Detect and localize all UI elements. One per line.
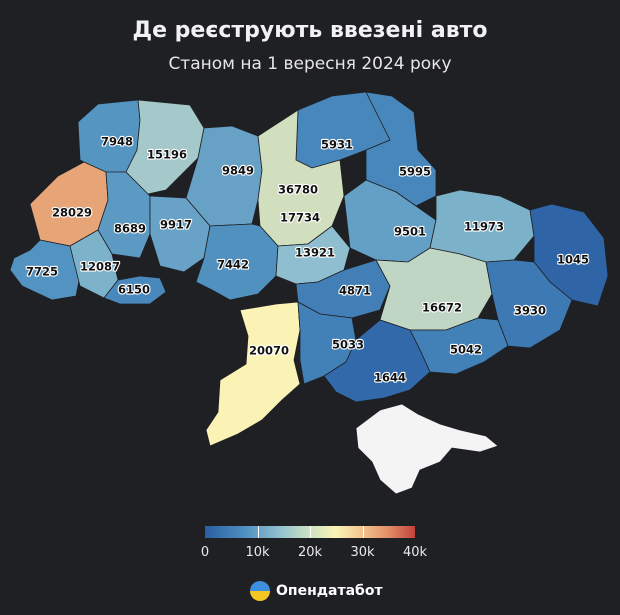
region-value-donetsk: 3930	[514, 304, 546, 318]
brand: Опендатабот	[250, 581, 383, 601]
region-zakarpattia	[9, 239, 81, 301]
region-value-lviv: 28029	[52, 206, 92, 220]
region-value-dnipropetrovsk: 16672	[422, 301, 462, 315]
region-value-chernivtsi: 6150	[118, 283, 150, 297]
region-value-sumy: 5995	[399, 165, 431, 179]
region-donetsk	[485, 259, 573, 349]
region-value-kirovohrad: 4871	[339, 284, 371, 298]
legend-tick	[310, 526, 311, 538]
region-ternopil	[97, 171, 151, 259]
region-value-kyiv-city: 36780	[278, 183, 318, 197]
brand-name: Опендатабот	[276, 583, 383, 599]
region-crimea	[355, 403, 499, 495]
region-value-zhytomyr: 9849	[222, 164, 254, 178]
region-value-odesa: 20070	[249, 344, 289, 358]
legend-tick	[257, 526, 259, 538]
region-value-poltava: 9501	[394, 225, 426, 239]
region-value-ternopil: 8689	[114, 222, 146, 236]
opendatabot-logo-icon	[250, 581, 270, 601]
legend-tick	[362, 526, 364, 538]
region-value-khmelnytskyi: 9917	[160, 218, 192, 232]
region-value-chernihiv: 5931	[321, 138, 353, 152]
region-kherson	[323, 319, 431, 403]
legend-tick-label: 30k	[350, 545, 375, 560]
region-value-ivano-frankivsk: 12087	[80, 260, 120, 274]
region-luhansk	[529, 203, 609, 307]
region-value-kyiv-oblast: 17734	[280, 211, 320, 225]
region-zhytomyr	[185, 125, 263, 227]
legend-tick-label: 20k	[297, 545, 323, 560]
legend-tick-label: 40k	[402, 545, 428, 560]
region-value-vinnytsia: 7442	[217, 258, 249, 272]
region-khmelnytskyi	[149, 195, 211, 273]
region-chernivtsi	[103, 275, 167, 305]
region-odesa	[205, 301, 301, 447]
region-sumy	[365, 91, 437, 207]
map-subtitle: Станом на 1 вересня 2024 року	[168, 54, 452, 74]
region-value-kharkiv: 11973	[464, 220, 504, 234]
region-value-zaporizhzhia: 5042	[450, 343, 482, 357]
region-value-volyn: 7948	[101, 135, 133, 149]
region-dnipropetrovsk	[375, 247, 493, 331]
region-value-cherkasy: 13921	[295, 246, 335, 260]
region-value-rivne: 15196	[147, 148, 187, 162]
map-title: Де реєструють ввезені авто	[132, 18, 488, 43]
region-value-zakarpattia: 7725	[26, 265, 58, 279]
legend-tick-label: 0	[200, 545, 210, 560]
region-value-luhansk: 1045	[557, 253, 589, 267]
legend-tick-label: 10k	[245, 545, 270, 560]
region-value-mykolaiv: 5033	[332, 338, 364, 352]
region-value-kherson: 1644	[374, 371, 406, 385]
